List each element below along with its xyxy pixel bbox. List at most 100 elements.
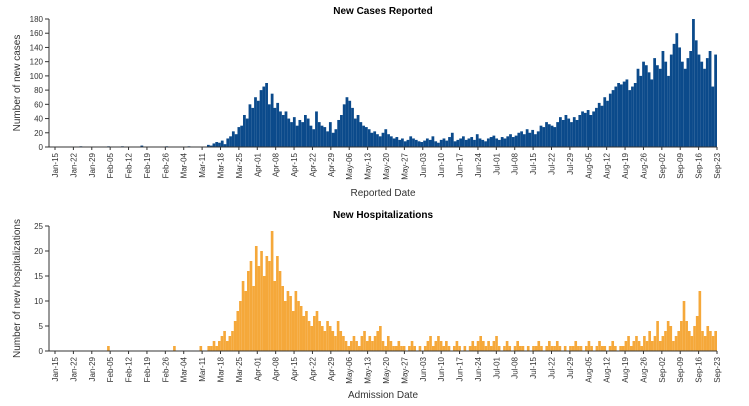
bar	[252, 286, 255, 351]
bar	[423, 140, 426, 147]
bar	[294, 291, 298, 351]
x-tick-label: Apr-08	[272, 356, 281, 381]
bar	[517, 132, 521, 147]
bar	[365, 341, 369, 351]
bar	[310, 326, 314, 351]
x-tick-label: May-27	[400, 356, 409, 383]
bar	[278, 271, 282, 351]
bar	[492, 341, 496, 351]
x-tick-label: Jan-29	[88, 152, 97, 177]
bar	[360, 336, 364, 351]
bar	[621, 346, 625, 351]
bar	[387, 134, 390, 147]
bar	[479, 336, 483, 351]
bar	[231, 131, 235, 147]
x-tick-label: May-13	[364, 152, 373, 179]
bar	[276, 256, 279, 351]
x-tick-label: Jun-10	[437, 356, 446, 381]
x-tick-label: May-13	[364, 356, 373, 383]
bar	[317, 122, 321, 147]
bar	[545, 346, 549, 351]
bar	[445, 341, 448, 351]
bar	[439, 139, 443, 147]
bar	[270, 93, 274, 147]
bar	[647, 72, 651, 147]
bar	[500, 137, 504, 147]
bar	[199, 346, 203, 351]
bar	[478, 138, 482, 147]
x-tick-label: Mar-18	[217, 152, 226, 178]
bar	[299, 306, 303, 351]
bar	[640, 346, 644, 351]
bar	[513, 346, 517, 351]
bar	[244, 291, 248, 351]
bar	[370, 132, 374, 147]
x-tick-label: Jun-17	[456, 152, 465, 177]
bar	[521, 346, 525, 351]
y-tick-label: 15	[34, 272, 43, 281]
bar	[553, 127, 557, 147]
x-tick-label: Aug-19	[621, 152, 630, 178]
x-tick-label: Aug-05	[584, 356, 593, 382]
bar	[357, 346, 361, 351]
bar	[428, 139, 432, 147]
bar	[672, 341, 675, 351]
bar	[633, 83, 637, 147]
bar	[661, 336, 665, 351]
bar	[463, 346, 467, 351]
bar	[471, 341, 475, 351]
bar	[614, 346, 617, 351]
x-tick-label: Apr-15	[290, 152, 299, 177]
bar	[301, 122, 304, 147]
bar	[492, 135, 496, 147]
bar	[680, 61, 684, 147]
bar	[409, 136, 413, 147]
bar	[708, 51, 712, 147]
bar	[617, 83, 620, 147]
x-tick-label: Feb-12	[125, 356, 134, 382]
bar	[351, 107, 354, 147]
bar	[173, 346, 176, 351]
bar	[595, 107, 598, 147]
x-tick-label: Feb-05	[106, 356, 115, 382]
bar	[459, 138, 462, 147]
bar	[291, 311, 295, 351]
bar	[695, 316, 699, 351]
bar	[574, 341, 578, 351]
bar	[279, 111, 282, 147]
bar	[352, 336, 356, 351]
bar	[400, 346, 403, 351]
bar	[614, 86, 618, 147]
x-tick-label: Mar-25	[235, 356, 244, 382]
bar	[251, 107, 255, 147]
x-tick-label: Jun-03	[419, 356, 428, 381]
bar	[384, 346, 387, 351]
bar	[107, 346, 110, 351]
bar	[268, 261, 271, 351]
y-tick-label: 25	[34, 222, 43, 231]
bar	[412, 138, 415, 147]
bar	[675, 33, 679, 147]
bar	[228, 336, 232, 351]
x-tick-label: Jul-29	[566, 152, 575, 174]
bar	[313, 316, 316, 351]
bar	[667, 75, 670, 147]
bar	[643, 336, 646, 351]
bar	[386, 336, 390, 351]
bar	[305, 311, 308, 351]
y-tick-label: 0	[39, 143, 44, 152]
bar	[348, 100, 352, 147]
bar	[692, 19, 695, 147]
bar	[229, 136, 232, 147]
bar	[539, 125, 543, 147]
bar	[581, 111, 584, 147]
bar	[536, 131, 540, 147]
bar	[281, 115, 285, 147]
bar	[218, 142, 221, 147]
bar	[534, 134, 537, 147]
bar	[245, 118, 249, 147]
bar	[687, 331, 691, 351]
bar	[590, 346, 593, 351]
y-axis-label: Number of new hospitalizations	[12, 219, 23, 358]
bar	[631, 86, 634, 147]
